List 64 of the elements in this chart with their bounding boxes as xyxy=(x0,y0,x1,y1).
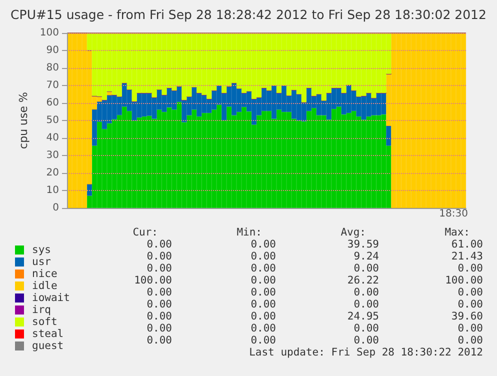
text: 0.00 xyxy=(146,286,172,298)
text: 0.00 xyxy=(146,310,172,322)
y-tick-label: 70 xyxy=(46,80,59,91)
text: 0.00 xyxy=(354,334,379,346)
y-tick-label: 10 xyxy=(46,185,59,196)
text: 0.00 xyxy=(146,250,172,262)
text: 0.00 xyxy=(146,322,172,334)
legend-label: idle xyxy=(32,280,58,292)
text: 0.00 xyxy=(354,262,379,274)
text: 0.00 xyxy=(354,322,379,334)
legend-label: irq xyxy=(32,304,51,316)
y-tick-label: 80 xyxy=(46,62,59,74)
y-axis-title: cpu use % xyxy=(17,92,30,149)
text: 0.00 xyxy=(458,334,483,346)
text: 0.00 xyxy=(458,322,483,334)
text: 0.00 xyxy=(250,310,276,322)
text: Avg: xyxy=(340,226,366,238)
text: 0.00 xyxy=(250,250,276,262)
text: 39.59 xyxy=(347,238,379,250)
text: 0.00 xyxy=(250,238,276,250)
y-tick-label: 90 xyxy=(46,45,59,56)
legend-label: guest xyxy=(32,340,64,352)
legend-label: nice xyxy=(32,268,58,280)
y-tick-label: 20 xyxy=(46,168,59,178)
chart-title: CPU#15 usage - from Fri Sep 28 18:28:42 2012 to Fri Sep 28 18:30:02 2012 xyxy=(10,7,486,22)
text: 18:30 xyxy=(439,208,468,220)
text: 0.00 xyxy=(458,286,483,298)
text: 24.95 xyxy=(347,310,379,322)
text: 100.00 xyxy=(134,274,172,286)
text: 100.00 xyxy=(445,274,483,286)
text: 0.00 xyxy=(250,286,276,298)
text: 61.00 xyxy=(451,238,483,250)
text: Last update: Fri Sep 28 18:30:22 2012 xyxy=(249,346,483,358)
text: 0.00 xyxy=(354,298,379,310)
text: 39.60 xyxy=(451,310,483,322)
text: 0.00 xyxy=(250,262,276,274)
y-tick-label: 0 xyxy=(52,202,59,214)
text: Min: xyxy=(236,226,262,238)
text: 0.00 xyxy=(458,298,483,310)
text: 0.00 xyxy=(146,334,172,346)
y-tick-label: 30 xyxy=(46,150,59,161)
text: 9.24 xyxy=(354,250,379,262)
text: 0.00 xyxy=(250,334,276,346)
legend-label: steal xyxy=(32,328,64,340)
text: Max: xyxy=(444,226,470,238)
legend-label: soft xyxy=(32,316,58,328)
text: 0.00 xyxy=(250,298,276,310)
text: 0.00 xyxy=(146,298,172,310)
text: 0.00 xyxy=(250,322,276,334)
legend-label: iowait xyxy=(32,292,70,304)
text: 26.22 xyxy=(347,274,379,286)
y-tick-label: 50 xyxy=(46,115,59,126)
y-tick-label: 60 xyxy=(46,98,59,108)
text: 0.00 xyxy=(146,238,172,250)
y-tick-label: 40 xyxy=(46,132,59,144)
y-tick-label: 100 xyxy=(40,28,59,38)
text: Cur: xyxy=(132,226,158,238)
text: 0.00 xyxy=(458,262,483,274)
text: 0.00 xyxy=(354,286,379,298)
legend-label: usr xyxy=(32,256,51,268)
text: 0.00 xyxy=(146,262,172,274)
legend-label: sys xyxy=(32,244,51,256)
text: 0.00 xyxy=(250,274,276,286)
text: 21.43 xyxy=(451,250,483,262)
